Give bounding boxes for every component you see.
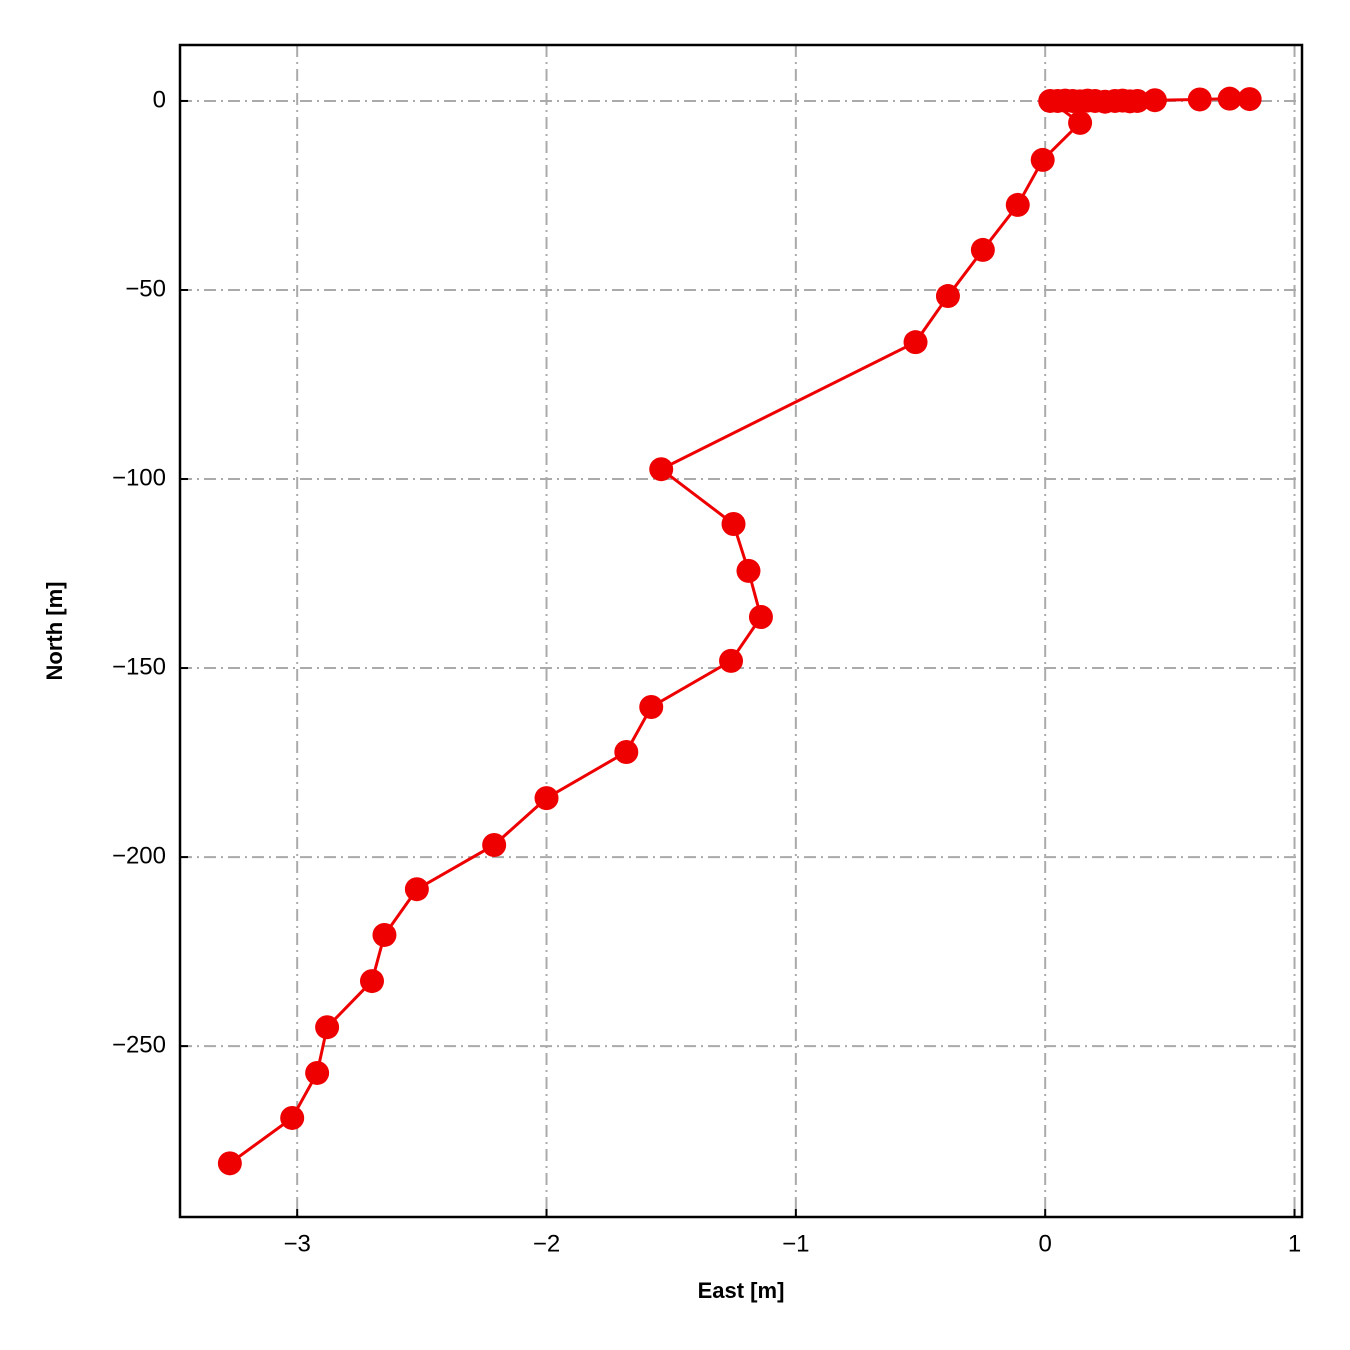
x-tick-label: −2 [533,1230,560,1257]
data-point [482,832,507,857]
x-tick-label: 0 [1039,1230,1052,1257]
x-tick-label: −1 [782,1230,809,1257]
y-tick-label: −200 [112,842,166,869]
data-point [719,648,744,673]
data-point [1038,88,1063,113]
data-point [1142,88,1167,113]
data-point [903,330,928,355]
y-tick-label: −150 [112,653,166,680]
data-point [217,1151,242,1176]
data-point [1068,110,1093,135]
data-point [359,969,384,994]
data-point [649,457,674,482]
data-point [748,605,773,630]
y-axis-label: North [m] [42,582,67,681]
plot-frame [178,43,1304,1219]
y-tick-label: −100 [112,464,166,491]
data-point [305,1060,330,1085]
data-point [935,284,960,309]
data-point [372,922,397,947]
data-point [639,694,664,719]
y-tick-label: 0 [153,86,166,113]
data-point [1030,147,1055,172]
data-point [736,558,761,583]
data-point [534,786,559,811]
x-tick-label: −3 [283,1230,310,1257]
data-point [721,512,746,537]
data-point [970,237,995,262]
data-point [1187,87,1212,112]
data-point [280,1105,305,1130]
data-point [1217,86,1242,111]
data-point [315,1015,340,1040]
x-axis-label: East [m] [698,1278,785,1303]
x-tick-label: 1 [1288,1230,1301,1257]
data-point [1237,87,1262,112]
data-line [228,97,1250,1165]
data-point [1005,192,1030,217]
y-tick-label: −50 [125,275,166,302]
data-point [404,877,429,902]
data-point [614,739,639,764]
y-tick-label: −250 [112,1031,166,1058]
